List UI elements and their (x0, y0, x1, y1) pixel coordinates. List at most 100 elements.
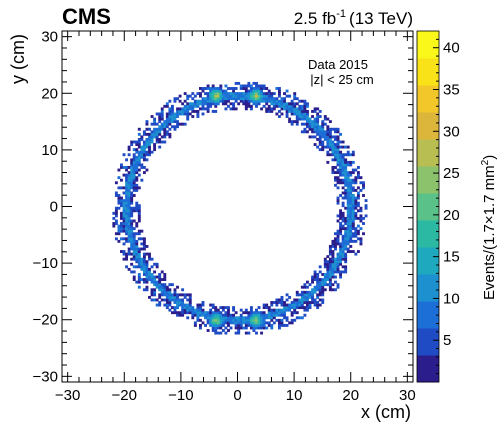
heatmap-cell (150, 135, 154, 139)
heatmap-cell (117, 227, 121, 231)
heatmap-cell (351, 211, 355, 215)
heatmap-cell (321, 120, 325, 124)
heatmap-cell (346, 229, 350, 233)
heatmap-cell (132, 242, 136, 246)
heatmap-cell (354, 232, 358, 236)
heatmap-cell (125, 239, 129, 243)
heatmap-cell (349, 160, 353, 164)
heatmap-cell (140, 148, 144, 152)
heatmap-cell (145, 252, 149, 256)
heatmap-cell (288, 321, 292, 325)
heatmap-cell (306, 306, 309, 310)
heatmap-cell (346, 176, 350, 180)
heatmap-cell (351, 206, 355, 210)
heatmap-cell (196, 102, 200, 106)
heatmap-cell (308, 127, 312, 131)
heatmap-cell (331, 135, 335, 139)
heatmap-cell (336, 155, 340, 159)
heatmap-cell (341, 250, 345, 253)
heatmap-cell (153, 122, 157, 126)
heatmap-cell (362, 183, 365, 187)
heatmap-cell (255, 318, 258, 322)
heatmap-cell (318, 280, 322, 284)
heatmap-cell (336, 237, 340, 241)
heatmap-cell (140, 135, 144, 139)
heatmap-cell (336, 153, 340, 157)
heatmap-cell (130, 244, 134, 248)
heatmap-cell (344, 239, 348, 243)
heatmap-cell (135, 265, 139, 269)
heatmap-cell (234, 318, 238, 322)
heatmap-cell (354, 227, 358, 231)
heatmap-cell (142, 150, 146, 154)
heatmap-cell (242, 99, 246, 103)
heatmap-cell (290, 120, 294, 124)
heatmap-cell (168, 301, 172, 304)
heatmap-cell (117, 201, 121, 205)
heatmap-cell (224, 89, 228, 93)
heatmap-cell (260, 97, 264, 101)
heatmap-cell (178, 301, 182, 304)
heatmap-cell (334, 262, 337, 266)
heatmap-cell (153, 117, 157, 121)
heatmap-cell (140, 265, 144, 269)
heatmap-cell (331, 168, 335, 172)
heatmap-cell (262, 316, 266, 320)
heatmap-cell (321, 280, 325, 284)
heatmap-cell (306, 293, 309, 297)
heatmap-cell (255, 99, 258, 103)
heatmap-cell (176, 107, 179, 111)
heatmap-cell (120, 196, 123, 200)
heatmap-cell (140, 237, 144, 241)
heatmap-cell (290, 122, 294, 126)
heatmap-cell (234, 311, 238, 315)
heatmap-cell (114, 232, 118, 236)
heatmap-cell (334, 270, 337, 274)
heatmap-cell (354, 211, 358, 215)
heatmap-cell (239, 321, 243, 325)
color-scale-bar (416, 30, 440, 383)
heatmap-cell (346, 206, 350, 210)
heatmap-cell (275, 313, 279, 317)
heatmap-cell (183, 109, 187, 113)
heatmap-cell (165, 298, 169, 302)
heatmap-cell (323, 262, 327, 266)
heatmap-cell (252, 81, 256, 85)
heatmap-cell (298, 303, 302, 307)
heatmap-cell (270, 308, 274, 312)
heatmap-cell (252, 97, 256, 101)
heatmap-cell (165, 306, 169, 310)
heatmap-cell (341, 191, 345, 195)
heatmap-cell (313, 301, 317, 304)
heatmap-cell (120, 227, 123, 231)
color-scale-tick-label: 35 (443, 82, 460, 99)
heatmap-cell (341, 178, 345, 182)
heatmap-cell (127, 229, 131, 233)
heatmap-cell (265, 94, 269, 98)
heatmap-cell (267, 308, 271, 312)
heatmap-cell (323, 137, 327, 141)
heatmap-cell (283, 308, 286, 312)
heatmap-cell (224, 321, 228, 325)
heatmap-cell (339, 250, 343, 253)
heatmap-cell (158, 280, 162, 284)
heatmap-cell (142, 288, 146, 292)
heatmap-cell (311, 115, 314, 118)
heatmap-cell (334, 288, 337, 292)
y-tick-label: −10 (33, 255, 58, 272)
heatmap-cell (293, 102, 297, 106)
heatmap-cell (328, 135, 332, 139)
heatmap-cell (349, 153, 353, 157)
heatmap-cell (188, 298, 192, 302)
heatmap-cell (295, 107, 299, 111)
heatmap-cell (313, 278, 317, 282)
heatmap-cell (229, 97, 233, 101)
heatmap-cell (155, 303, 159, 307)
heatmap-cell (328, 267, 332, 271)
heatmap-cell (176, 293, 179, 297)
heatmap-cell (295, 115, 299, 118)
heatmap-cell (293, 298, 297, 302)
heatmap-cell (160, 290, 164, 294)
heatmap-cell (191, 308, 195, 312)
color-scale-step (417, 58, 439, 86)
